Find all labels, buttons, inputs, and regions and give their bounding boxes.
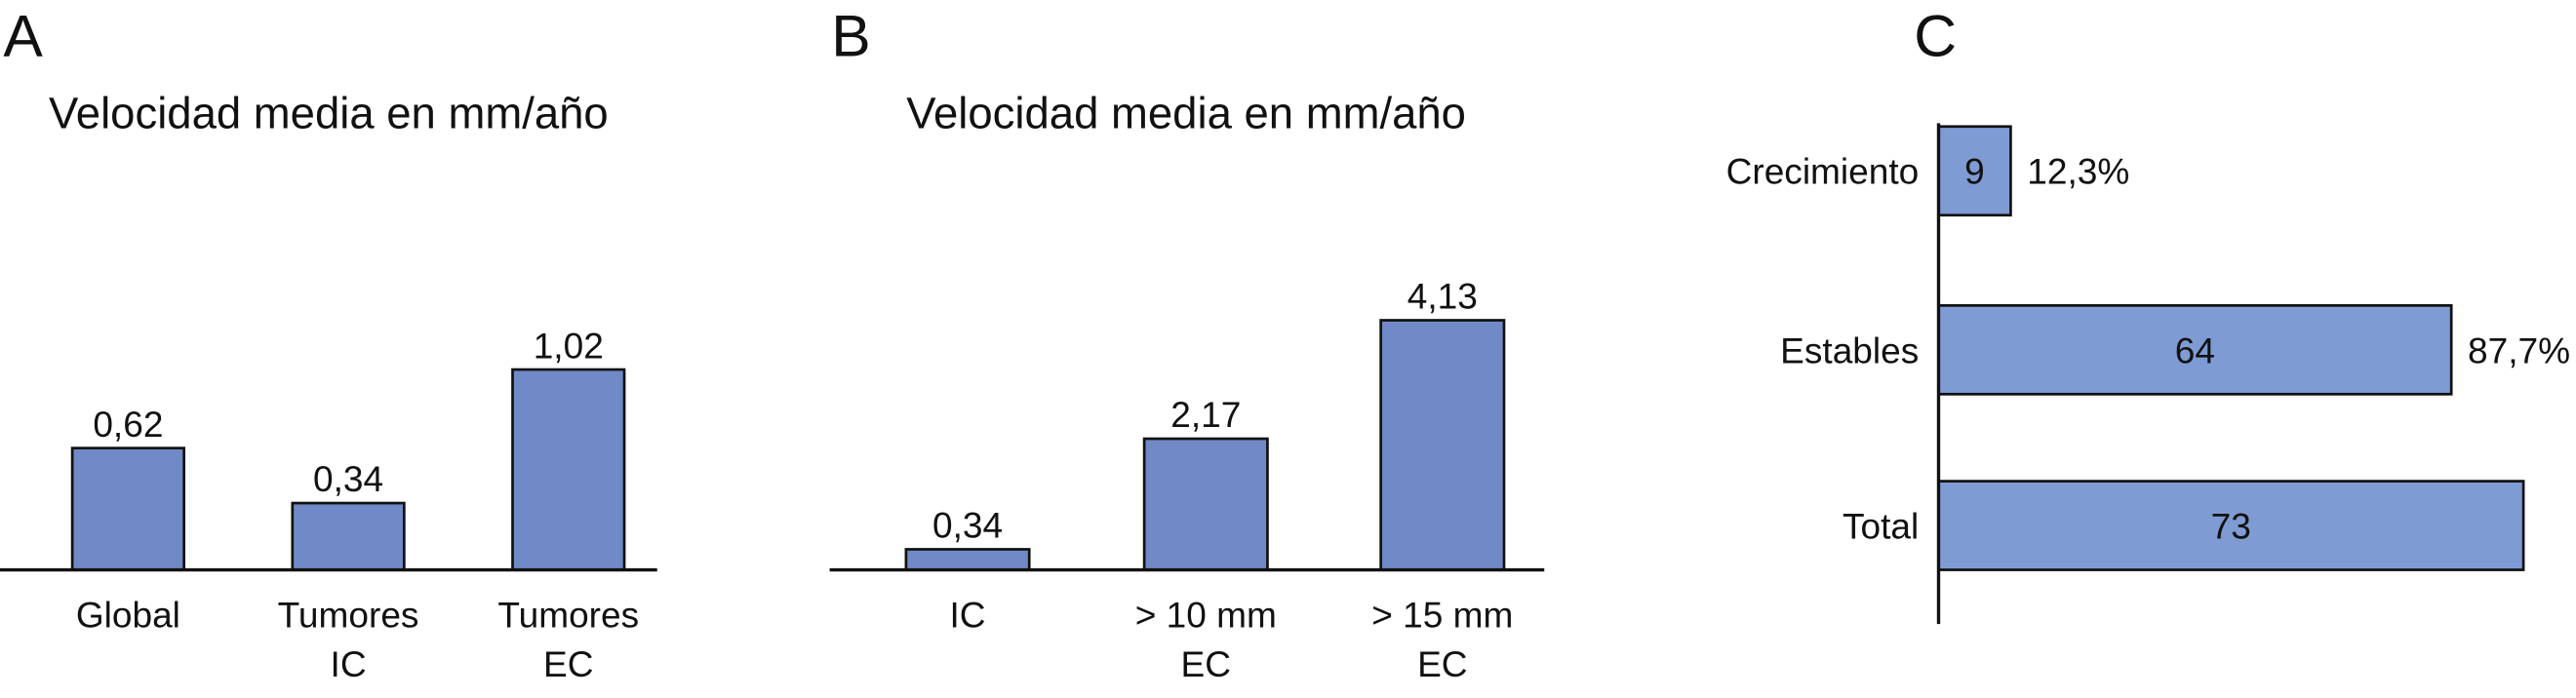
y-tick-label: Crecimiento bbox=[1726, 151, 1920, 192]
panel-letter: A bbox=[3, 2, 43, 68]
x-tick-label: IC bbox=[331, 643, 367, 684]
percentage-label: 87,7% bbox=[2468, 330, 2570, 370]
percentage-label: 12,3% bbox=[2027, 151, 2129, 192]
chart-title: Velocidad media en mm/año bbox=[906, 88, 1466, 137]
x-tick-label: > 15 mm bbox=[1371, 594, 1513, 635]
value-label: 0,34 bbox=[932, 505, 1003, 546]
panel-letter: C bbox=[1914, 2, 1957, 68]
chart-title: Velocidad media en mm/año bbox=[49, 88, 609, 137]
value-label: 1,02 bbox=[534, 325, 604, 366]
y-tick-label: Estables bbox=[1780, 330, 1919, 370]
value-label: 2,17 bbox=[1170, 394, 1241, 435]
bar bbox=[1142, 437, 1269, 571]
value-label: 0,62 bbox=[93, 404, 163, 445]
x-tick-label: Tumores bbox=[278, 594, 419, 635]
x-tick-label: IC bbox=[950, 594, 986, 635]
bar bbox=[904, 548, 1031, 571]
bar bbox=[70, 446, 185, 571]
bar bbox=[511, 368, 626, 571]
bar bbox=[291, 501, 406, 571]
bar bbox=[1379, 319, 1506, 571]
x-tick-label: EC bbox=[1181, 643, 1231, 684]
value-label: 9 bbox=[1964, 151, 1985, 192]
x-tick-label: EC bbox=[1417, 643, 1467, 684]
x-tick-label: > 10 mm bbox=[1135, 594, 1277, 635]
value-label: 0,34 bbox=[313, 458, 383, 499]
value-label: 64 bbox=[2175, 330, 2215, 370]
y-tick-label: Total bbox=[1843, 506, 1919, 547]
x-tick-label: Tumores bbox=[497, 594, 639, 635]
x-tick-label: EC bbox=[543, 643, 593, 684]
value-label: 73 bbox=[2211, 506, 2251, 547]
panel-letter: B bbox=[831, 2, 870, 68]
x-tick-label: Global bbox=[76, 594, 180, 635]
bar bbox=[1937, 304, 2453, 396]
value-label: 4,13 bbox=[1407, 276, 1478, 317]
